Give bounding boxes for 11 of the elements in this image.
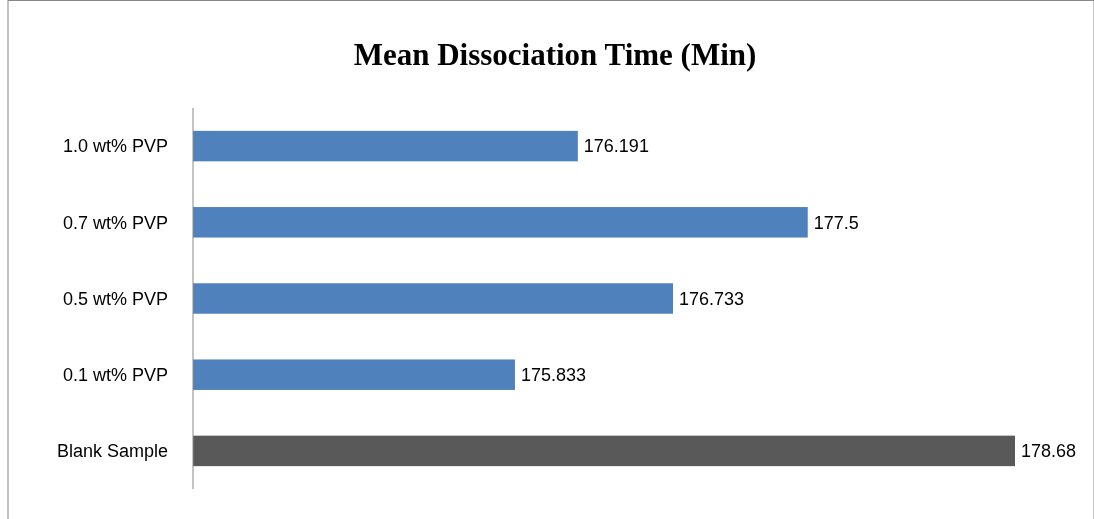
data-label: 175.833 [520, 365, 587, 385]
data-label: 176.191 [583, 136, 649, 157]
data-label: 176.733 [679, 288, 745, 309]
data-label: 177.5 [813, 212, 859, 233]
y-tick-label: 0.7 wt% PVP [62, 212, 168, 233]
data-label: 178.68 [1021, 441, 1077, 462]
y-tick-label: Blank Sample [56, 441, 168, 462]
y-tick-label: 1.0 wt% PVP [62, 136, 168, 157]
chart-title: Mean Dissociation Time (Min) [353, 37, 757, 72]
y-tick-label: 0.5 wt% PVP [62, 288, 168, 309]
y-tick-label: 0.1 wt% PVP [62, 365, 168, 385]
